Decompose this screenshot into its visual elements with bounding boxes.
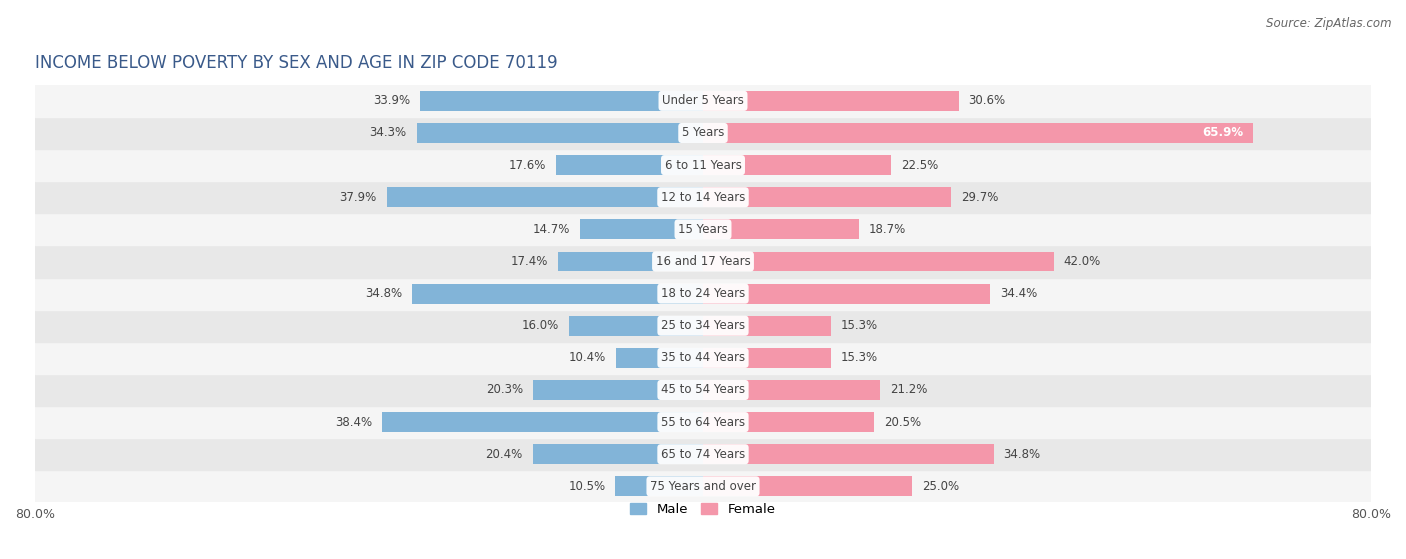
Bar <box>35 406 1371 438</box>
Bar <box>533 444 703 464</box>
Text: 65.9%: 65.9% <box>1202 126 1243 140</box>
Bar <box>616 476 703 496</box>
Bar <box>420 91 703 111</box>
Text: 15.3%: 15.3% <box>841 319 877 332</box>
Bar <box>35 117 1371 149</box>
Bar <box>412 283 703 304</box>
Bar <box>382 412 703 432</box>
Text: 20.4%: 20.4% <box>485 448 523 461</box>
Bar <box>703 316 831 336</box>
Bar <box>703 187 950 207</box>
Text: 25.0%: 25.0% <box>922 480 959 493</box>
Text: Under 5 Years: Under 5 Years <box>662 94 744 107</box>
Bar <box>558 252 703 272</box>
Text: Source: ZipAtlas.com: Source: ZipAtlas.com <box>1267 17 1392 30</box>
Bar <box>616 348 703 368</box>
Bar <box>703 91 959 111</box>
Text: 38.4%: 38.4% <box>335 415 373 429</box>
Text: 20.3%: 20.3% <box>486 383 523 396</box>
Text: 17.4%: 17.4% <box>510 255 548 268</box>
Text: 75 Years and over: 75 Years and over <box>650 480 756 493</box>
Text: 18.7%: 18.7% <box>869 223 907 236</box>
Bar <box>703 348 831 368</box>
Text: 12 to 14 Years: 12 to 14 Years <box>661 191 745 203</box>
Text: 30.6%: 30.6% <box>969 94 1005 107</box>
Bar <box>703 412 875 432</box>
Bar <box>555 155 703 175</box>
Text: 34.4%: 34.4% <box>1000 287 1038 300</box>
Text: 42.0%: 42.0% <box>1064 255 1101 268</box>
Bar <box>35 245 1371 277</box>
Bar <box>387 187 703 207</box>
Bar <box>35 214 1371 245</box>
Text: 14.7%: 14.7% <box>533 223 571 236</box>
Legend: Male, Female: Male, Female <box>626 498 780 521</box>
Bar <box>35 149 1371 181</box>
Bar <box>703 252 1053 272</box>
Text: 20.5%: 20.5% <box>884 415 921 429</box>
Text: 37.9%: 37.9% <box>339 191 377 203</box>
Bar <box>703 283 990 304</box>
Text: 16.0%: 16.0% <box>522 319 560 332</box>
Text: 34.8%: 34.8% <box>1004 448 1040 461</box>
Text: 15.3%: 15.3% <box>841 352 877 364</box>
Text: 34.3%: 34.3% <box>370 126 406 140</box>
Bar <box>533 380 703 400</box>
Text: 65 to 74 Years: 65 to 74 Years <box>661 448 745 461</box>
Text: 6 to 11 Years: 6 to 11 Years <box>665 159 741 172</box>
Text: 18 to 24 Years: 18 to 24 Years <box>661 287 745 300</box>
Text: 17.6%: 17.6% <box>509 159 546 172</box>
Text: 29.7%: 29.7% <box>962 191 998 203</box>
Text: 55 to 64 Years: 55 to 64 Years <box>661 415 745 429</box>
Text: 22.5%: 22.5% <box>901 159 938 172</box>
Bar <box>35 438 1371 470</box>
Bar <box>35 470 1371 503</box>
Bar <box>703 219 859 239</box>
Text: 21.2%: 21.2% <box>890 383 928 396</box>
Bar <box>581 219 703 239</box>
Bar <box>703 444 994 464</box>
Bar <box>35 374 1371 406</box>
Text: 45 to 54 Years: 45 to 54 Years <box>661 383 745 396</box>
Bar <box>416 123 703 143</box>
Bar <box>35 181 1371 214</box>
Text: 33.9%: 33.9% <box>373 94 411 107</box>
Bar <box>703 380 880 400</box>
Bar <box>703 476 911 496</box>
Bar <box>35 85 1371 117</box>
Text: 16 and 17 Years: 16 and 17 Years <box>655 255 751 268</box>
Bar <box>35 310 1371 342</box>
Text: 35 to 44 Years: 35 to 44 Years <box>661 352 745 364</box>
Bar <box>35 342 1371 374</box>
Text: 10.4%: 10.4% <box>569 352 606 364</box>
Bar <box>703 123 1253 143</box>
Bar <box>703 155 891 175</box>
Text: 10.5%: 10.5% <box>568 480 606 493</box>
Text: 25 to 34 Years: 25 to 34 Years <box>661 319 745 332</box>
Bar <box>35 277 1371 310</box>
Text: 5 Years: 5 Years <box>682 126 724 140</box>
Text: 34.8%: 34.8% <box>366 287 402 300</box>
Bar <box>569 316 703 336</box>
Text: 15 Years: 15 Years <box>678 223 728 236</box>
Text: INCOME BELOW POVERTY BY SEX AND AGE IN ZIP CODE 70119: INCOME BELOW POVERTY BY SEX AND AGE IN Z… <box>35 54 558 72</box>
